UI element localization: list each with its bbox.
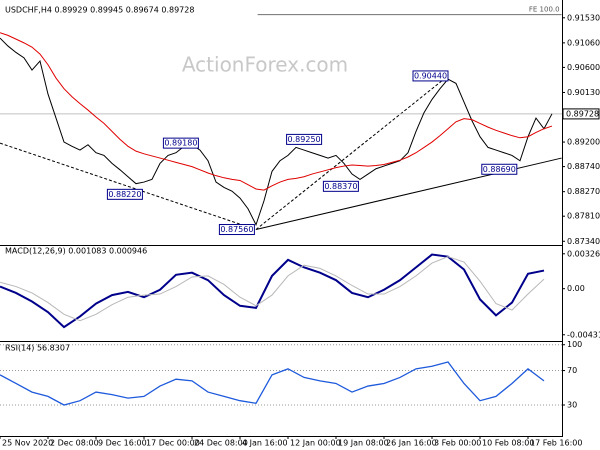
price-label: 0.89180 [164, 139, 197, 148]
series-line [0, 253, 545, 329]
y-tick-label: 0.90600 [567, 63, 600, 72]
watermark: ActionForex.com [182, 53, 348, 77]
x-tick-label: 17 Dec 00:00 [146, 439, 200, 448]
x-tick-label: 17 Feb 16:00 [530, 439, 582, 448]
panel-title: USDCHF,H4 0.89929 0.89945 0.89674 0.8972… [5, 6, 194, 15]
y-tick-label: 0.003269 [567, 249, 600, 258]
series-line [0, 37, 553, 227]
x-tick-label: 24 Dec 08:00 [194, 439, 248, 448]
panel-title: RSI(14) 56.8307 [5, 344, 70, 353]
price-label-box [218, 224, 255, 236]
trend-line [255, 75, 449, 230]
trend-line [0, 142, 257, 231]
price-label: 0.88370 [324, 182, 357, 191]
y-tick-label: 0.88740 [567, 162, 600, 171]
y-tick-label: 0.88270 [567, 187, 600, 196]
price-label-box [322, 180, 359, 192]
x-tick-label: 26 Jan 16:00 [386, 439, 437, 448]
x-tick-label: 19 Jan 08:00 [338, 439, 389, 448]
price-label-box [162, 137, 199, 149]
price-label-box [286, 133, 323, 145]
y-tick-label: 70 [567, 366, 577, 375]
series-line [0, 32, 553, 191]
x-tick-label: 2 Dec 08:00 [50, 439, 99, 448]
price-label: 0.88690 [483, 165, 516, 174]
price-label: 0.88220 [108, 190, 141, 199]
y-tick-label: 0.00 [567, 284, 585, 293]
series-line [0, 256, 545, 322]
x-tick-label: 25 Nov 2020 [2, 439, 53, 448]
price-label: 0.87560 [220, 225, 253, 234]
price-label: 0.90440 [414, 71, 447, 80]
x-tick-label: 9 Dec 16:00 [98, 439, 147, 448]
series-line [0, 361, 545, 406]
y-tick-label: 100 [567, 340, 582, 349]
y-tick-label: 0.89200 [567, 138, 600, 147]
y-tick-label: 30 [567, 401, 577, 410]
price-label-box [412, 70, 449, 82]
price-label: 0.89250 [288, 135, 321, 144]
last-price-box [562, 108, 600, 120]
y-tick-label: 0.87340 [567, 237, 600, 246]
last-price-label: 0.89728 [566, 109, 599, 118]
y-tick-label: -0.004316 [567, 330, 600, 339]
y-tick-label: 0.90130 [567, 88, 600, 97]
price-label-box [481, 163, 518, 175]
y-tick-label: 0.87810 [567, 212, 600, 221]
fe-label: FE 100.0 [529, 6, 560, 14]
panel-title: MACD(12,26,9) 0.001083 0.000946 [5, 247, 147, 256]
x-tick-label: 3 Feb 00:00 [434, 439, 481, 448]
y-tick-label: 0.91530 [567, 13, 600, 22]
y-tick-label: 0.91060 [567, 38, 600, 47]
x-tick-label: 4 Jan 16:00 [242, 439, 288, 448]
x-tick-label: 12 Jan 00:00 [290, 439, 341, 448]
price-label-box [106, 188, 143, 200]
x-tick-label: 10 Feb 08:00 [482, 439, 534, 448]
